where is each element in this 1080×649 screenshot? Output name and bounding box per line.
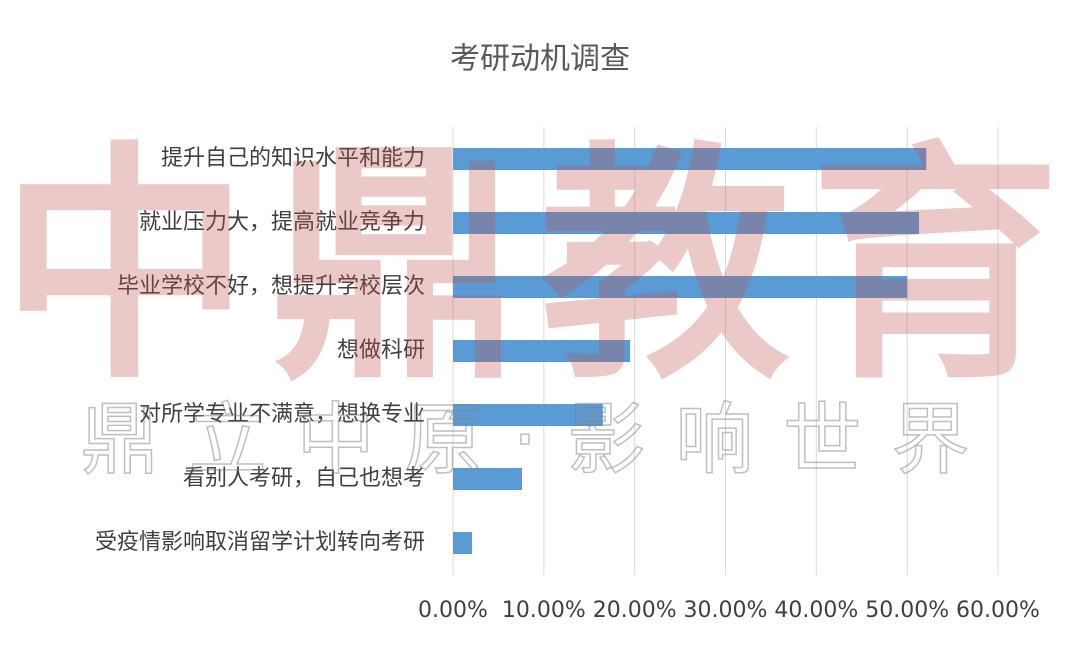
bar: [453, 148, 927, 170]
x-tick-label: 40.00%: [774, 598, 858, 623]
y-tick-label: 提升自己的知识水平和能力: [161, 146, 425, 171]
y-tick-label: 就业压力大，提高就业竞争力: [139, 210, 425, 235]
x-tick-label: 60.00%: [956, 598, 1040, 623]
chart-title: 考研动机调查: [450, 42, 630, 77]
x-tick-label: 50.00%: [865, 598, 949, 623]
x-tick-label: 20.00%: [593, 598, 677, 623]
bar: [453, 340, 631, 362]
x-tick-label: 0.00%: [418, 598, 488, 623]
watermark: 中鼎教育: [0, 121, 1080, 412]
y-tick-label: 受疫情影响取消留学计划转向考研: [95, 530, 425, 555]
bar: [453, 532, 473, 554]
y-tick-label: 毕业学校不好，想提升学校层次: [117, 274, 425, 299]
y-tick-label: 想做科研: [337, 338, 425, 363]
x-tick-label: 30.00%: [684, 598, 768, 623]
x-tick-label: 10.00%: [502, 598, 586, 623]
bar: [453, 212, 919, 234]
y-tick-label: 看别人考研，自己也想考: [183, 466, 425, 491]
bar: [453, 404, 603, 426]
watermark-slogan: 鼎立中原·影响世界: [81, 395, 1000, 485]
y-tick-label: 对所学专业不满意，想换专业: [139, 402, 425, 427]
bar: [453, 276, 908, 298]
bar: [453, 468, 523, 490]
